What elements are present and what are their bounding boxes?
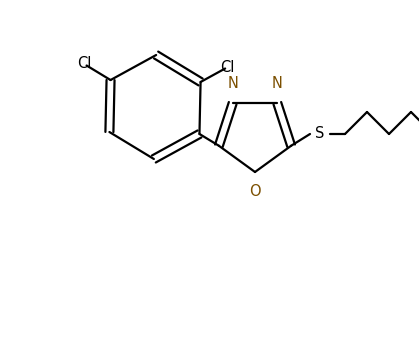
Text: Cl: Cl [77,57,91,72]
Text: O: O [249,184,261,199]
Text: Cl: Cl [220,60,235,75]
Text: N: N [227,76,238,91]
Text: S: S [316,126,325,141]
Text: N: N [272,76,283,91]
